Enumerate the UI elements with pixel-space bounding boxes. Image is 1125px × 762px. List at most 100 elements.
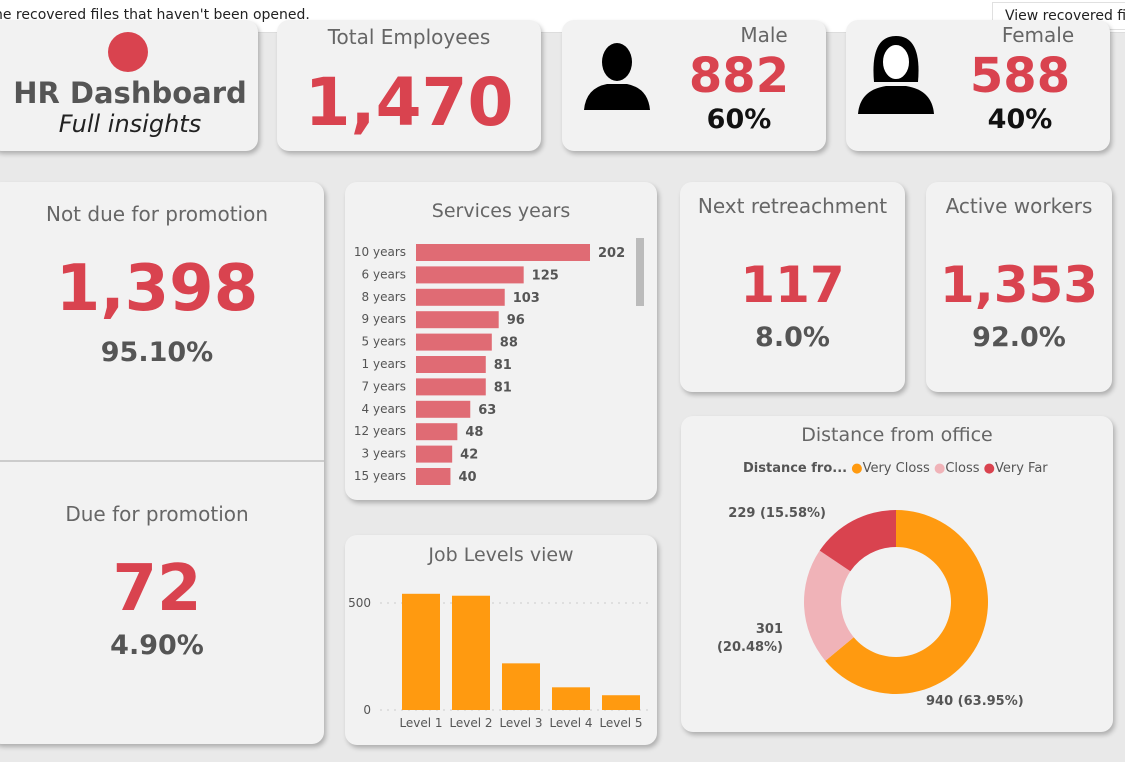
bar [416,468,451,485]
active-workers-card: Active workers 1,353 92.0% [926,182,1112,392]
x-tick-label: Level 4 [549,716,592,730]
y-tick-label: 0 [363,703,371,717]
due-pct: 4.90% [110,630,204,661]
bar-label: 12 years [354,424,406,438]
data-label: 81 [494,380,512,395]
x-tick-label: Level 5 [599,716,642,730]
not-due-section: Not due for promotion 1,398 95.10% [0,182,324,462]
bar [452,595,490,710]
data-label: 63 [478,403,496,418]
data-label: 125 [532,268,559,283]
bar [602,695,640,710]
bar-label: 8 years [362,290,406,304]
dashboard-subtitle: Full insights [58,110,202,138]
donut-slice [819,510,896,572]
scrollbar[interactable] [636,238,644,306]
legend-item-very-far[interactable]: ●Very Far [983,461,1048,476]
bar [416,445,453,463]
bar [502,663,540,710]
divider [0,460,324,462]
dashboard-title: HR Dashboard [13,76,247,110]
services-years-chart: 10 years 202 6 years 125 8 years 103 9 years 96… [354,244,625,485]
bar-label: 10 years [354,245,406,259]
services-years-card: Services years 10 years 202 6 years 125 8 ye… [345,182,657,500]
data-label: 48 [465,425,483,440]
male-label: Male [740,23,788,47]
male-value: 882 [688,48,790,104]
female-user-icon [858,36,934,114]
data-label: 940 (63.95%) [926,694,1024,709]
data-label: 42 [460,448,478,463]
bar [416,378,486,396]
bar-label: 5 years [362,335,406,349]
not-due-value: 1,398 [55,252,259,326]
job-levels-title: Job Levels view [428,544,574,566]
data-label: (20.48%) [717,640,783,655]
bar-label: 15 years [354,469,406,483]
not-due-label: Not due for promotion [45,202,269,226]
distance-card: Distance from office Distance fro... ●Ve… [681,416,1113,732]
female-pct: 40% [987,104,1053,135]
retire-label: Next retreachment [697,194,888,218]
retirement-card: Next retreachment 117 8.0% [680,182,905,392]
male-pct: 60% [706,104,772,135]
data-label: 96 [507,313,525,328]
retire-value: 117 [740,256,845,314]
job-levels-chart: 0 500 Level 1 Level 2 Level 3 Level 4 Level 5 [348,593,650,730]
not-due-pct: 95.10% [100,337,214,368]
title-card: HR Dashboard Full insights [0,20,258,151]
x-tick-label: Level 3 [499,716,542,730]
active-value: 1,353 [939,256,1099,314]
male-user-icon [584,43,650,110]
y-tick-label: 500 [348,596,371,610]
female-card: Female 588 40% [846,20,1110,151]
distance-legend: Distance fro... ●Very Closs ●Closs ●Very… [743,461,1048,476]
due-section: Due for promotion 72 4.90% [0,464,324,744]
due-value: 72 [112,552,202,626]
job-levels-card: Job Levels view 0 500 Level 1 Level 2 Level … [345,535,657,745]
data-label: 88 [500,336,518,351]
bar [416,266,524,284]
data-label: 40 [458,470,476,485]
female-value: 588 [969,48,1071,104]
promotion-card: Not due for promotion 1,398 95.10% Due f… [0,182,324,744]
bar-label: 7 years [362,379,406,393]
services-title: Services years [431,200,571,222]
distance-title: Distance from office [801,424,993,446]
x-tick-label: Level 1 [399,716,442,730]
legend-item-very-closs[interactable]: ●Very Closs [851,461,930,476]
bar-label: 3 years [362,447,406,461]
total-employees-card: Total Employees 1,470 [277,20,541,151]
legend-title: Distance fro... [743,461,848,476]
bar-label: 1 years [362,357,406,371]
data-label: 229 (15.58%) [728,506,826,521]
bar [416,400,471,418]
bar [552,687,590,710]
legend-item-closs[interactable]: ●Closs [933,461,980,476]
bar [416,356,486,373]
data-label: 202 [598,246,625,261]
logo-dot [108,32,148,72]
notification-message: he recovered files that haven't been ope… [0,7,310,23]
active-pct: 92.0% [972,322,1066,353]
bar [416,244,590,261]
bar [402,593,440,710]
bar-label: 4 years [362,402,406,416]
donut-slice [804,550,854,661]
data-label: 301 [756,622,783,637]
data-label: 81 [494,358,512,373]
female-label: Female [1001,23,1075,47]
bar [416,333,492,351]
bar-label: 9 years [362,312,406,326]
bar-label: 6 years [362,267,406,281]
active-label: Active workers [945,194,1093,218]
total-value: 1,470 [304,64,514,141]
bar [416,288,505,306]
male-card: Male 882 60% [562,20,826,151]
total-label: Total Employees [327,25,491,49]
due-label: Due for promotion [65,502,249,526]
bar [416,311,499,329]
retire-pct: 8.0% [755,322,830,353]
bar [416,423,458,441]
distance-donut-chart: 940 (63.95%) 301 (20.48%) 229 (15.58%) [717,506,1024,709]
